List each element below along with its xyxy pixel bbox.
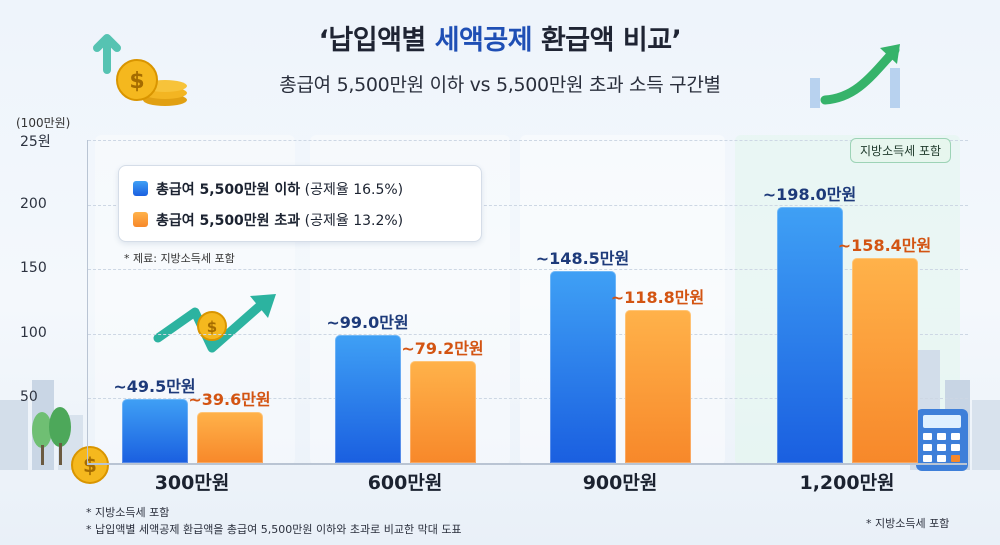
- legend-label-bold: 총급여 5,500만원 초과: [156, 213, 301, 229]
- gridline: [88, 140, 968, 142]
- title-pre: ‘납입액별: [318, 25, 435, 56]
- legend-label-rate: (공제율 16.5%): [300, 182, 404, 198]
- coin-stack-icon: $: [93, 34, 187, 106]
- tree-icon: [32, 407, 71, 465]
- svg-text:$: $: [129, 69, 144, 94]
- calculator-icon: [916, 409, 968, 471]
- y-axis-unit: (100만원): [16, 116, 71, 130]
- legend-label-rate: (공제율 13.2%): [300, 213, 404, 229]
- gridline: [88, 204, 968, 207]
- status-badge: 지방소득세 포함: [850, 138, 952, 163]
- bar-blue: [549, 271, 616, 463]
- coin-icon: $: [71, 446, 109, 484]
- svg-text:$: $: [207, 318, 217, 336]
- legend-note: * 제료: 지방소득세 포함: [124, 252, 235, 265]
- y-axis-line: [87, 140, 88, 465]
- legend-swatch-blue: [133, 181, 148, 196]
- title-post: 환급액 비교’: [532, 25, 682, 56]
- data-label: ~99.0만원: [326, 313, 409, 333]
- footnote-1: * 지방소득세 포함: [86, 506, 170, 519]
- data-label: ~118.8만원: [610, 287, 705, 307]
- y-tick-label: 50: [20, 389, 38, 406]
- bar-orange: [624, 309, 691, 463]
- y-tick-label: 100: [20, 324, 47, 341]
- gridline: [88, 333, 968, 336]
- bar-blue: [776, 207, 843, 463]
- footnote-2: * 납입액별 세액공제 환급액을 총급여 5,500만원 이하와 초과로 비교한…: [86, 523, 462, 536]
- bar-orange: [196, 411, 263, 463]
- data-label: ~79.2만원: [401, 338, 484, 358]
- page-title: ‘납입액별 세액공제 환급액 비교’: [0, 18, 1000, 57]
- bar-orange: [409, 360, 476, 463]
- x-tick-label: 600만원: [367, 472, 443, 494]
- y-tick-label: 25원: [20, 134, 51, 150]
- legend-item-below: 총급여 5,500만원 이하 (공제율 16.5%): [133, 179, 403, 199]
- legend-item-above: 총급여 5,500만원 초과 (공제율 13.2%): [133, 210, 403, 230]
- data-label: ~198.0만원: [762, 185, 857, 205]
- x-tick-label: 300만원: [154, 472, 230, 494]
- bar-orange: [851, 258, 918, 463]
- footnote-right: * 지방소득세 포함: [866, 517, 950, 530]
- data-label: ~158.4만원: [837, 236, 932, 256]
- data-label: ~148.5만원: [535, 249, 630, 269]
- data-label: ~49.5만원: [113, 377, 196, 397]
- chart-legend: 총급여 5,500만원 이하 (공제율 16.5%) 총급여 5,500만원 초…: [118, 165, 482, 242]
- legend-label-bold: 총급여 5,500만원 이하: [156, 182, 301, 198]
- y-tick-label: 200: [20, 195, 47, 212]
- page-subtitle: 총급여 5,500만원 이하 vs 5,500만원 초과 소득 구간별: [279, 74, 721, 96]
- data-label: ~39.6만원: [188, 389, 271, 409]
- svg-text:$: $: [83, 453, 97, 477]
- title-highlight: 세액공제: [434, 25, 533, 56]
- bar-blue: [121, 399, 188, 463]
- x-tick-label: 1,200만원: [799, 472, 895, 494]
- growth-arrow-icon: $: [153, 294, 276, 353]
- y-tick-label: 150: [20, 260, 47, 277]
- bar-blue: [334, 335, 401, 463]
- x-tick-label: 900만원: [582, 472, 658, 494]
- x-axis-line: [87, 463, 967, 465]
- arrow-up-icon: [810, 44, 900, 108]
- gridline: [88, 269, 968, 271]
- legend-swatch-orange: [133, 212, 148, 227]
- gridline: [88, 398, 968, 400]
